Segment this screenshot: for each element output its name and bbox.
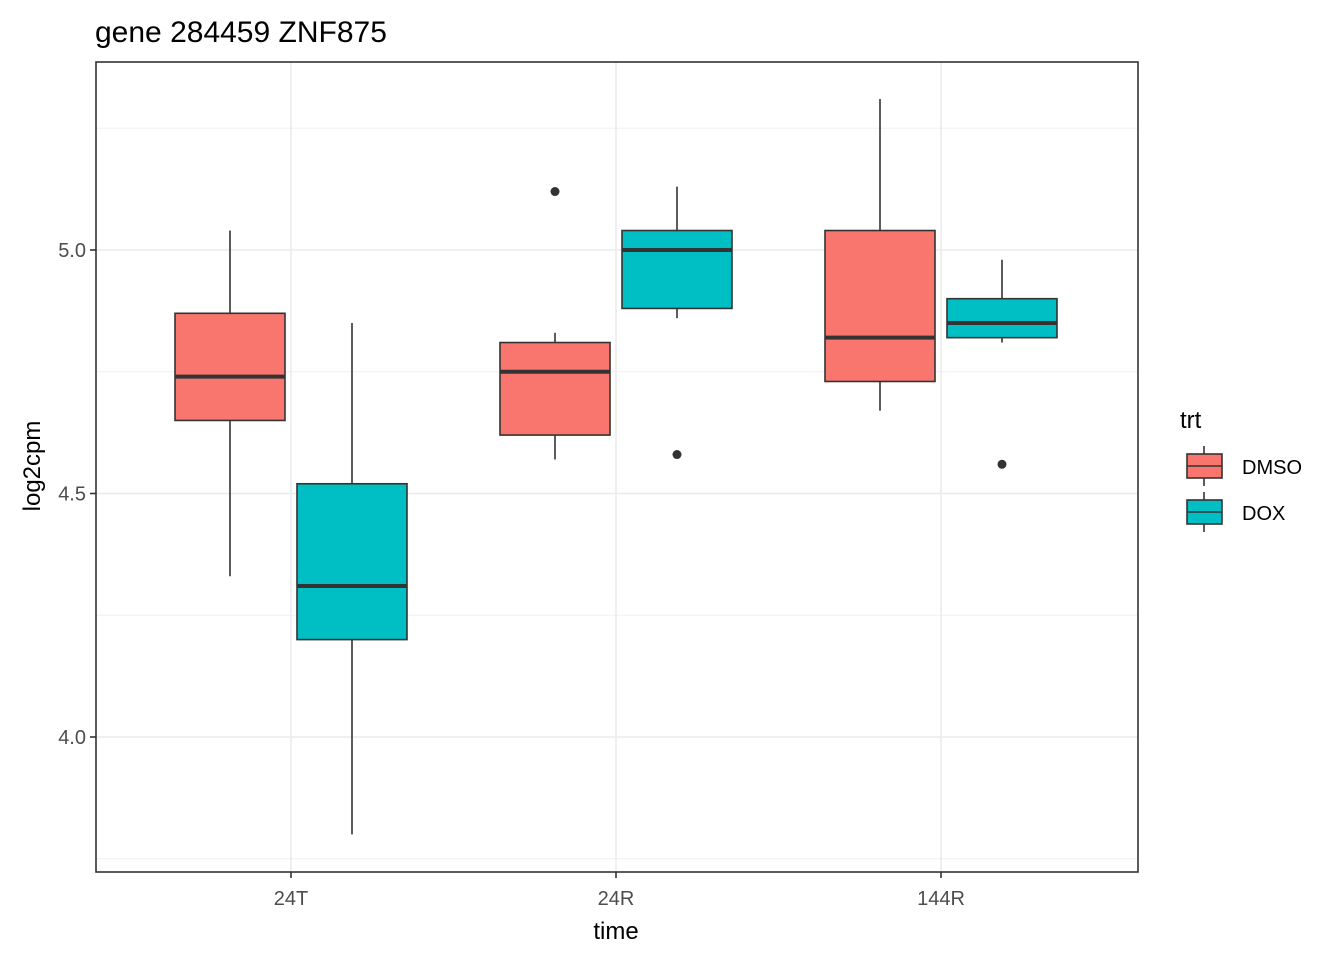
plot-panel: 4.0 4.5 5.0 24T 24R 144R — [58, 61, 1139, 910]
y-axis-title: log2cpm — [19, 421, 46, 512]
box-dox-24t — [296, 323, 408, 835]
y-tick-label: 4.0 — [58, 727, 86, 749]
box-iqr — [296, 482, 408, 641]
box-iqr — [499, 341, 611, 436]
chart-title: gene 284459 ZNF875 — [95, 16, 387, 49]
x-tick-label: 144R — [917, 888, 965, 910]
panel-border — [95, 61, 1139, 873]
box-iqr — [946, 297, 1058, 339]
outlier-point — [672, 450, 682, 460]
x-tick-label: 24R — [598, 888, 635, 910]
legend-label: DOX — [1242, 503, 1285, 525]
x-axis-title: time — [593, 918, 638, 945]
legend-title: trt — [1180, 407, 1202, 434]
y-tick-label: 5.0 — [58, 240, 86, 262]
legend-item-dox: DOX — [1186, 492, 1285, 532]
box-dmso-24r — [499, 187, 611, 460]
box-iqr — [174, 312, 286, 422]
y-tick-label: 4.5 — [58, 484, 86, 506]
box-iqr — [621, 229, 733, 310]
legend: trt DMSO DOX — [1180, 407, 1302, 532]
outlier-point — [997, 459, 1007, 469]
box-dmso-24t — [174, 230, 286, 577]
outlier-point — [550, 187, 560, 197]
panel-background — [96, 62, 1138, 872]
box-dox-24r — [621, 186, 733, 460]
legend-item-dmso: DMSO — [1186, 446, 1302, 486]
x-tick-label: 24T — [274, 888, 308, 910]
box-dmso-144r — [824, 99, 936, 411]
box-dox-144r — [946, 259, 1058, 469]
box-iqr — [824, 229, 936, 383]
legend-label: DMSO — [1242, 457, 1302, 479]
